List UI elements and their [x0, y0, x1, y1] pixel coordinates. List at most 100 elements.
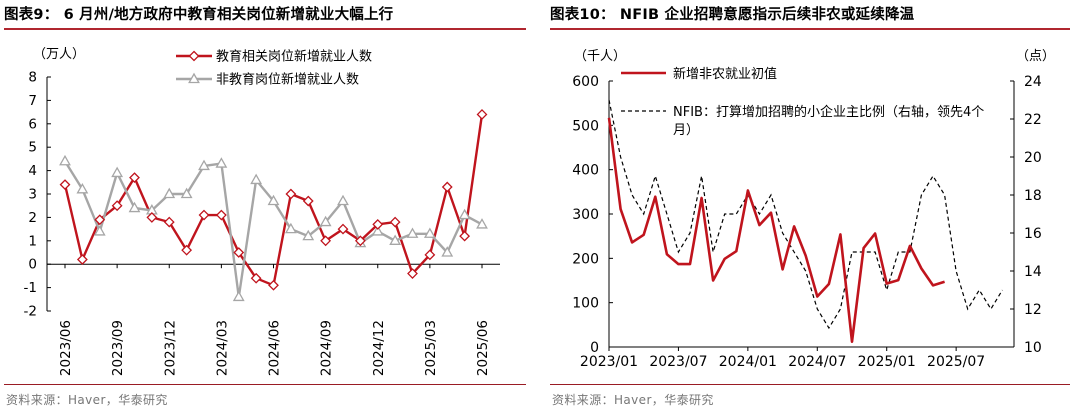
x-tick-label: 2023/12: [162, 320, 178, 376]
data-point-non-education: [180, 187, 193, 199]
right-y-tick-label: 10: [1024, 340, 1042, 356]
data-point-education: [441, 181, 453, 193]
data-point-non-education: [215, 157, 228, 168]
data-point-non-education: [111, 166, 124, 178]
y-tick-label: 7: [28, 93, 37, 109]
right-source-rule: [550, 384, 1070, 385]
data-point-education: [302, 195, 314, 207]
y-tick-label: -1: [24, 280, 37, 296]
data-point-education: [129, 172, 140, 184]
data-point-education: [233, 247, 245, 258]
x-tick-label: 2024/09: [319, 320, 335, 376]
data-point-education: [372, 219, 384, 230]
data-point-education: [459, 230, 471, 242]
x-tick-label: 2025/03: [423, 320, 439, 376]
data-point-non-education: [128, 201, 141, 213]
y-tick-label: 5: [28, 140, 37, 156]
data-point-non-education: [59, 154, 71, 166]
data-point-non-education: [284, 222, 297, 234]
legend-label-payrolls: 新增非农就业初值: [673, 66, 777, 82]
right-chart: 0 100 200 300 400 500 600 10 12 14 16 18 20 22 24 （千人） （…: [572, 49, 1055, 370]
data-point-education: [198, 209, 210, 221]
y-tick-label: 8: [28, 70, 37, 86]
left-y-tick-label: 0: [590, 340, 599, 356]
data-point-education: [111, 200, 123, 212]
data-point-non-education: [476, 218, 488, 229]
left-panel: 图表9： 6 月州/地方政府中教育相关岗位新增就业大幅上行 -2 -1 0 1 2 3 4 5…: [4, 7, 526, 407]
x-tick-label: 2024/12: [371, 320, 387, 376]
right-y-tick-label: 20: [1024, 150, 1042, 166]
right-chart-title: 图表10： NFIB 企业招聘意愿指示后续非农或延续降温: [550, 7, 915, 23]
data-point-non-education: [423, 227, 436, 238]
data-point-education: [407, 268, 418, 279]
y-tick-label: -2: [24, 304, 37, 320]
x-tick-label: 2023/06: [58, 320, 74, 376]
series-line-non-education: [63, 160, 483, 299]
left-title-rule: [4, 28, 526, 30]
data-point-education: [250, 272, 262, 284]
x-tick-label: 2024/01: [719, 354, 777, 370]
data-point-non-education: [406, 227, 419, 238]
data-point-non-education: [319, 215, 332, 227]
y-tick-label: 3: [28, 187, 37, 203]
x-tick-label: 2023/09: [110, 320, 126, 376]
legend-marker-triangle: [188, 72, 200, 84]
data-point-education: [424, 249, 436, 261]
data-point-non-education: [441, 246, 454, 257]
x-tick-label: 2024/03: [214, 320, 230, 376]
data-point-education: [389, 216, 401, 228]
data-point-education: [59, 179, 71, 191]
data-point-education: [181, 244, 193, 256]
x-tick-label: 2024/07: [788, 354, 846, 370]
data-point-education: [163, 216, 175, 228]
right-y-tick-label: 12: [1024, 302, 1042, 318]
series-line-nfib: [608, 99, 1003, 330]
data-point-non-education: [250, 173, 263, 185]
y-tick-label: 6: [28, 116, 37, 132]
left-source: 资料来源：Haver，华泰研究: [6, 393, 168, 407]
data-point-non-education: [76, 182, 89, 194]
left-chart: -2 -1 0 1 2 3 4 5 6 7 8 （万人） 2023/06 2023/09 2023/12 20…: [24, 47, 500, 376]
data-point-education: [337, 223, 349, 235]
data-point-education: [320, 235, 332, 247]
legend-label: 教育相关岗位新增就业人数: [216, 49, 372, 65]
right-y-tick-label: 22: [1024, 112, 1042, 128]
right-y-tick-label: 16: [1024, 226, 1042, 242]
y-tick-label: 1: [28, 233, 37, 249]
data-point-non-education: [337, 194, 349, 206]
data-point-non-education: [198, 159, 210, 171]
y-axis-unit-label: （万人）: [33, 47, 85, 62]
data-point-non-education: [267, 194, 280, 206]
right-panel: 图表10： NFIB 企业招聘意愿指示后续非农或延续降温 0 100 200 300 4…: [546, 0, 1080, 413]
left-y-tick-label: 100: [572, 296, 599, 312]
data-point-education: [268, 279, 279, 291]
right-y-tick-label: 24: [1024, 74, 1042, 90]
x-tick-label: 2023/01: [580, 354, 638, 370]
data-point-education: [215, 209, 227, 221]
data-point-education: [94, 214, 106, 226]
left-source-rule: [4, 384, 526, 385]
y-tick-label: 0: [28, 257, 37, 273]
left-y-tick-label: 200: [572, 251, 599, 267]
right-y-tick-label: 14: [1024, 264, 1042, 280]
data-point-education: [476, 109, 488, 120]
y-tick-label: 2: [28, 210, 37, 226]
data-point-non-education: [232, 290, 245, 302]
data-point-education: [76, 254, 88, 265]
data-point-non-education: [163, 187, 176, 199]
x-tick-label: 2023/07: [649, 354, 707, 370]
x-tick-label: 2025/07: [927, 354, 985, 370]
series-line-payrolls: [607, 117, 945, 344]
left-y-tick-label: 300: [572, 207, 599, 223]
x-tick-label: 2024/06: [267, 320, 283, 376]
data-point-non-education: [93, 225, 106, 236]
data-point-non-education: [371, 225, 384, 236]
y-tick-label: 4: [28, 163, 37, 179]
left-y-tick-label: 500: [572, 118, 599, 134]
x-tick-label: 2025/06: [475, 320, 491, 376]
right-title-rule: [550, 28, 1070, 30]
left-y-tick-label: 600: [572, 74, 599, 90]
left-chart-title: 图表9： 6 月州/地方政府中教育相关岗位新增就业大幅上行: [4, 7, 394, 23]
right-y-tick-label: 18: [1024, 188, 1042, 204]
data-point-education: [354, 235, 366, 247]
